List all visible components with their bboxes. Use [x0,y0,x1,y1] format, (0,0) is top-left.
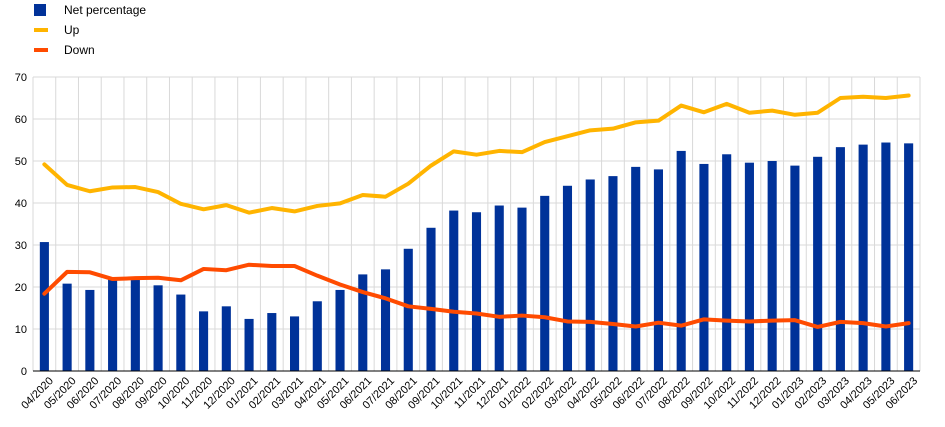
legend-item-up: Up [34,20,146,40]
bar-net-percentage [267,313,277,371]
bar-net-percentage [358,274,368,371]
bar-net-percentage [744,162,754,371]
legend-label-net-percentage: Net percentage [64,3,147,17]
line-series-up [42,93,911,215]
bar-net-percentage [199,311,209,371]
bar-net-percentage [585,179,595,371]
bar-net-percentage [653,169,663,371]
bar-net-percentage [335,289,345,371]
y-tick-label: 20 [15,282,27,294]
bar-net-percentage [904,143,914,371]
bar-net-percentage [403,248,413,371]
bar-net-percentage [835,147,845,371]
y-tick-label: 60 [15,114,27,126]
bar-net-percentage [631,166,641,371]
bar-net-percentage [699,163,709,371]
legend-label-down: Down [64,43,95,57]
bar-net-percentage [449,210,459,371]
bar-net-percentage [244,318,254,371]
bar-net-percentage [290,316,300,371]
bar-net-percentage [562,185,573,371]
bar-net-percentage [62,283,72,371]
bar-net-percentage [494,205,504,371]
bar-net-percentage [722,154,732,371]
bar-net-percentage [881,142,891,371]
y-tick-label: 10 [15,324,27,336]
line-series-down [42,262,911,329]
legend-item-net-percentage: Net percentage [34,0,146,20]
legend-label-up: Up [64,23,80,37]
legend-item-down: Down [34,40,146,60]
bar-net-percentage [676,150,686,371]
bar-net-percentage [176,294,186,371]
bar-net-percentage [790,165,800,371]
bar-net-percentage [608,176,618,371]
legend-swatch-down [34,48,48,52]
bar-net-percentage [426,227,436,371]
bar-net-percentage [130,279,140,371]
bar-net-percentage [39,242,49,371]
bar-net-percentage [767,161,777,371]
bar-net-percentage [380,269,391,371]
bar-net-percentage [471,212,482,371]
y-tick-label: 50 [15,156,27,168]
chart-legend: Net percentage Up Down [34,0,146,60]
y-tick-label: 40 [15,198,27,210]
bar-net-percentage [517,207,527,371]
legend-swatch-net-percentage [34,4,46,16]
legend-swatch-up [34,28,48,32]
bar-net-percentage [540,195,550,371]
bar-net-percentage [813,156,823,371]
bar-net-percentage [858,144,868,371]
bar-net-percentage [153,285,163,371]
bar-net-percentage [108,279,118,371]
y-tick-label: 0 [21,366,27,378]
bar-net-percentage [312,301,322,371]
y-tick-label: 30 [15,240,27,252]
bar-net-percentage [221,306,231,371]
y-tick-label: 70 [15,72,27,84]
bar-net-percentage [85,289,95,371]
